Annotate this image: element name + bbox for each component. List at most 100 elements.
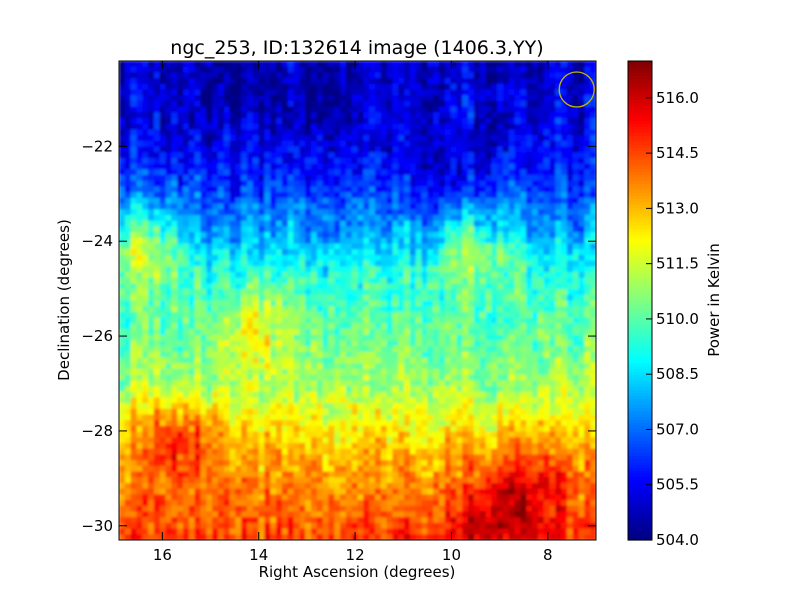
heatmap-cell <box>502 169 510 176</box>
heatmap-cell <box>287 123 295 131</box>
heatmap-cell <box>328 329 335 336</box>
heatmap-cell <box>398 363 405 370</box>
heatmap-cell <box>241 186 248 193</box>
heatmap-cell <box>136 294 143 302</box>
heatmap-cell <box>328 169 335 176</box>
heatmap-cell <box>392 118 399 125</box>
heatmap-cell <box>549 329 556 336</box>
heatmap-cell <box>281 249 289 256</box>
heatmap-cell <box>485 260 492 267</box>
heatmap-cell <box>351 243 359 250</box>
heatmap-cell <box>194 243 202 250</box>
heatmap-cell <box>369 78 376 85</box>
heatmap-cell <box>182 209 190 216</box>
heatmap-cell <box>299 380 306 387</box>
heatmap-cell <box>520 277 527 284</box>
heatmap-cell <box>182 197 190 205</box>
heatmap-cell <box>392 243 399 250</box>
heatmap-cell <box>328 363 335 370</box>
heatmap-cell <box>345 89 353 96</box>
heatmap-cell <box>287 306 295 313</box>
heatmap-cell <box>549 186 556 193</box>
heatmap-cell <box>130 112 138 119</box>
heatmap-cell <box>404 380 411 387</box>
heatmap-cell <box>258 146 266 153</box>
heatmap-cell <box>578 329 585 336</box>
heatmap-cell <box>578 357 585 364</box>
heatmap-cell <box>124 249 132 256</box>
heatmap-cell <box>392 157 399 165</box>
heatmap-cell <box>182 100 190 108</box>
heatmap-cell <box>462 129 469 136</box>
heatmap-cell <box>543 391 551 399</box>
heatmap-cell <box>409 346 417 353</box>
heatmap-cell <box>316 351 324 359</box>
heatmap-cell <box>142 163 149 170</box>
heatmap-cell <box>526 340 533 347</box>
heatmap-cell <box>392 175 399 182</box>
heatmap-cell <box>316 100 324 108</box>
heatmap-cell <box>409 357 417 364</box>
heatmap-cell <box>438 83 446 91</box>
heatmap-cell <box>229 260 236 267</box>
heatmap-cell <box>258 329 266 336</box>
heatmap-cell <box>532 112 539 119</box>
heatmap-cell <box>148 118 155 125</box>
heatmap-cell <box>223 260 231 267</box>
heatmap-cell <box>386 129 394 136</box>
heatmap-cell <box>578 169 585 176</box>
heatmap-cell <box>433 169 440 176</box>
heatmap-cell <box>136 135 143 142</box>
heatmap-cell <box>148 317 155 324</box>
heatmap-cell <box>497 152 504 159</box>
heatmap-cell <box>281 180 289 188</box>
heatmap-cell <box>270 311 277 319</box>
heatmap-cell <box>229 317 236 324</box>
heatmap-cell <box>473 403 481 410</box>
heatmap-cell <box>223 180 231 188</box>
heatmap-cell <box>299 294 306 302</box>
heatmap-cell <box>421 323 428 330</box>
heatmap-cell <box>246 311 254 319</box>
heatmap-cell <box>386 209 394 216</box>
heatmap-cell <box>508 157 516 165</box>
heatmap-cell <box>415 311 423 319</box>
heatmap-cell <box>398 357 405 364</box>
heatmap-cell <box>421 203 428 210</box>
heatmap-cell <box>287 146 295 153</box>
heatmap-cell <box>526 61 533 68</box>
heatmap-cell <box>415 157 423 165</box>
heatmap-cell <box>491 140 498 148</box>
heatmap-cell <box>444 294 452 302</box>
heatmap-cell <box>136 186 143 193</box>
heatmap-cell <box>502 209 510 216</box>
heatmap-cell <box>450 203 457 210</box>
heatmap-cell <box>334 78 341 85</box>
heatmap-cell <box>258 300 266 307</box>
heatmap-cell <box>386 203 394 210</box>
heatmap-cell <box>281 368 289 376</box>
heatmap-cell <box>415 186 423 193</box>
heatmap-cell <box>374 380 382 387</box>
heatmap-cell <box>334 374 341 381</box>
heatmap-cell <box>526 95 533 102</box>
heatmap-cell <box>235 146 242 153</box>
heatmap-cell <box>392 209 399 216</box>
heatmap-cell <box>462 226 469 233</box>
heatmap-cell <box>334 363 341 370</box>
heatmap-cell <box>340 152 347 159</box>
heatmap-cell <box>415 271 423 279</box>
heatmap-cell <box>119 277 126 284</box>
heatmap-cell <box>177 163 184 170</box>
heatmap-cell <box>153 232 161 239</box>
heatmap-cell <box>188 129 196 136</box>
heatmap-cell <box>468 380 475 387</box>
heatmap-cell <box>276 357 283 364</box>
heatmap-cell <box>217 72 225 79</box>
heatmap-cell <box>153 317 161 324</box>
heatmap-cell <box>206 175 213 182</box>
heatmap-cell <box>310 363 318 370</box>
heatmap-cell <box>514 112 521 119</box>
heatmap-cell <box>473 300 481 307</box>
heatmap-cell <box>508 237 516 245</box>
